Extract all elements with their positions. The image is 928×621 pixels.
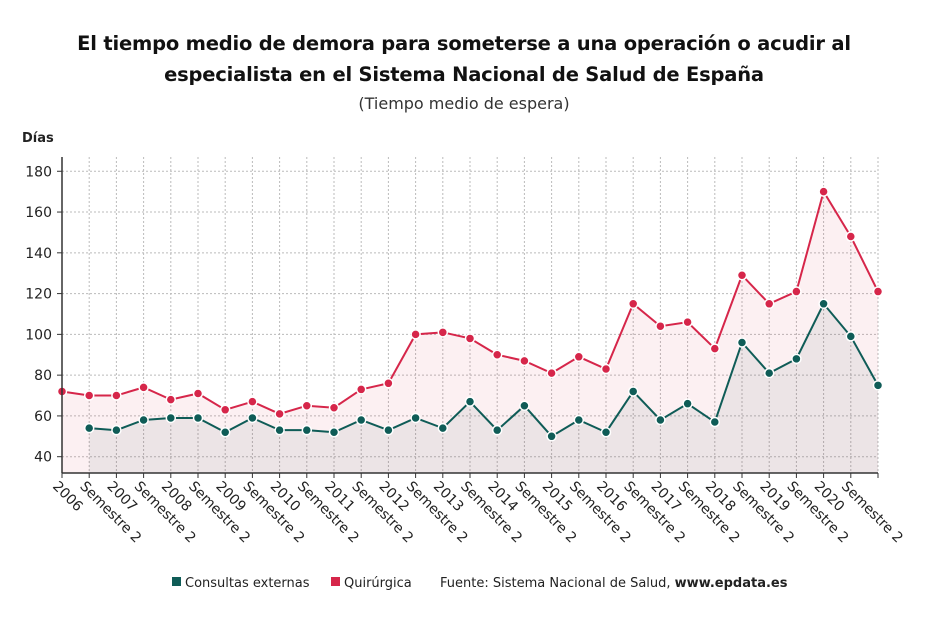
- area-fill: [62, 191, 878, 473]
- data-point: [845, 231, 857, 242]
- data-point: [138, 414, 149, 426]
- data-point: [546, 431, 557, 442]
- y-tick-label: 160: [25, 205, 52, 221]
- data-point: [682, 398, 693, 409]
- data-point: [573, 351, 585, 363]
- data-point: [355, 384, 367, 395]
- chart-subtitle: (Tiempo medio de espera): [358, 94, 570, 113]
- data-point: [165, 412, 177, 424]
- data-point: [328, 402, 340, 414]
- data-point: [627, 386, 639, 397]
- data-point: [627, 298, 639, 310]
- data-point: [437, 327, 449, 338]
- data-point: [519, 355, 530, 367]
- data-point: [464, 396, 476, 407]
- y-tick-label: 60: [34, 409, 52, 425]
- legend-swatch: [172, 577, 181, 586]
- data-point: [192, 388, 204, 399]
- data-point: [600, 426, 612, 438]
- data-point: [410, 329, 421, 340]
- data-point: [491, 424, 503, 436]
- data-point: [383, 378, 394, 389]
- data-point: [111, 424, 122, 436]
- data-point: [301, 400, 313, 411]
- source-text: Fuente: Sistema Nacional de Salud,: [440, 576, 675, 591]
- data-point: [301, 424, 313, 436]
- data-point: [274, 408, 285, 420]
- data-point: [83, 390, 95, 401]
- data-point: [219, 426, 231, 438]
- data-point: [83, 422, 95, 434]
- data-point: [763, 367, 775, 379]
- data-point: [165, 394, 177, 405]
- data-point: [247, 412, 258, 424]
- y-tick-label: 100: [25, 327, 52, 343]
- data-point: [763, 298, 775, 310]
- data-point: [655, 414, 666, 426]
- data-point: [464, 333, 476, 344]
- x-tick-label: 2006: [49, 479, 86, 516]
- y-tick-label: 140: [25, 246, 52, 262]
- data-point: [818, 186, 829, 197]
- data-point: [328, 426, 340, 438]
- y-tick-label: 120: [25, 287, 52, 303]
- legend-label: Consultas externas: [185, 576, 310, 591]
- y-tick-label: 180: [25, 164, 52, 180]
- y-tick-label: 80: [34, 368, 52, 384]
- data-point: [274, 424, 285, 436]
- data-point: [655, 320, 666, 332]
- data-point: [845, 331, 857, 342]
- chart-title: El tiempo medio de demora para someterse…: [77, 32, 851, 86]
- data-point: [682, 316, 693, 328]
- legend-label: Quirúrgica: [344, 576, 412, 591]
- y-tick-label: 40: [34, 450, 52, 466]
- data-point: [872, 380, 884, 391]
- data-point: [573, 414, 585, 426]
- data-point: [219, 404, 231, 416]
- data-point: [519, 400, 530, 411]
- legend-swatch: [331, 577, 340, 586]
- data-point: [192, 412, 204, 424]
- y-axis-label: Días: [22, 131, 54, 146]
- data-point: [383, 424, 394, 436]
- source: Fuente: Sistema Nacional de Salud, www.e…: [440, 576, 788, 591]
- data-point: [736, 269, 748, 281]
- data-point: [872, 286, 884, 297]
- data-point: [709, 416, 721, 428]
- data-point: [491, 349, 503, 361]
- data-point: [355, 414, 367, 426]
- data-point: [247, 396, 258, 407]
- data-point: [791, 286, 802, 297]
- data-point: [410, 412, 421, 424]
- data-point: [736, 337, 748, 348]
- data-point: [709, 343, 721, 354]
- data-point: [791, 353, 802, 365]
- data-point: [818, 298, 829, 310]
- data-point: [111, 390, 122, 401]
- data-point: [437, 422, 449, 434]
- source-site: www.epdata.es: [675, 576, 788, 591]
- data-point: [138, 382, 149, 393]
- data-point: [600, 363, 612, 375]
- data-point: [546, 367, 557, 379]
